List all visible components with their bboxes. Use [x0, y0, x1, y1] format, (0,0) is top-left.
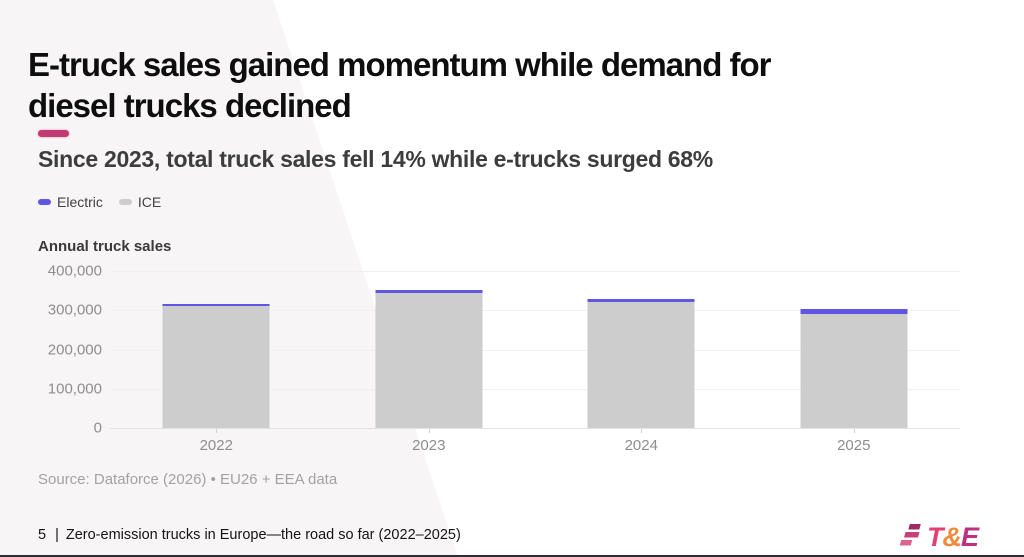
x-axis-column-2023: 2023 [323, 429, 536, 459]
bar-column-2025 [748, 271, 961, 428]
bar-2022-electric [162, 304, 270, 307]
bar-2023-electric [375, 289, 483, 293]
electric-swatch-icon [38, 199, 51, 205]
x-axis-column-2022: 2022 [110, 429, 323, 459]
x-axis-tick [428, 429, 430, 433]
x-axis-tick [641, 429, 643, 433]
chart-axis-title: Annual truck sales [38, 238, 172, 255]
x-axis-tick [853, 429, 855, 433]
x-axis-column-2024: 2024 [535, 429, 748, 459]
gridline [110, 310, 960, 312]
bar-2023-ice [375, 292, 483, 428]
bar-column-2022 [110, 271, 323, 428]
legend-item-electric: Electric [38, 194, 103, 210]
gridline [110, 271, 960, 272]
bar-column-2024 [535, 271, 748, 428]
x-axis-label-2024: 2024 [624, 437, 658, 454]
logo-letter-t: T [927, 522, 946, 550]
legend-label-ice: ICE [137, 194, 162, 210]
bar-2022 [162, 304, 270, 428]
x-axis-column-2025: 2025 [748, 429, 961, 459]
x-axis-label-2023: 2023 [412, 437, 446, 454]
gridline [110, 388, 960, 390]
x-axis-label-2022: 2022 [199, 437, 233, 454]
gridline [110, 349, 960, 351]
bar-2022-ice [162, 306, 270, 428]
legend-item-ice: ICE [118, 194, 162, 210]
y-axis-label: 100,000 [47, 380, 102, 398]
chart-subtitle: Since 2023, total truck sales fell 14% w… [38, 146, 713, 172]
logo-letter-e: E [961, 522, 980, 550]
logo-amp: & [943, 522, 962, 550]
plot-area [110, 271, 961, 429]
page-title-line1: E-truck sales gained momentum while dema… [28, 46, 772, 84]
accent-dash [38, 130, 69, 137]
legend-label-electric: Electric [57, 194, 103, 210]
y-axis: 400,000 300,000 200,000 100,000 0 [24, 263, 102, 437]
footer-text: Zero-emission trucks in Europe—the road … [65, 527, 461, 543]
te-logo-graphic: T&E [899, 522, 981, 550]
bar-2024 [587, 298, 695, 428]
bar-2023 [375, 289, 483, 428]
source-note: Source: Dataforce (2026) • EU26 + EEA da… [38, 471, 338, 488]
bar-column-2023 [323, 271, 536, 428]
bar-2025-ice [800, 314, 908, 428]
bar-2024-ice [587, 302, 695, 428]
page-number: 5 [38, 527, 47, 543]
bar-2025 [800, 309, 908, 428]
footer: 5 | Zero-emission trucks in Europe—the r… [38, 527, 461, 543]
bar-2025-electric [800, 309, 908, 315]
y-axis-label: 0 [93, 419, 102, 437]
chart-legend: Electric ICE [38, 194, 161, 210]
x-axis: 2022 2023 2024 2025 [110, 429, 960, 459]
ice-swatch-icon [118, 199, 132, 205]
y-axis-label: 400,000 [47, 262, 102, 280]
page-title-line2: diesel trucks declined [28, 87, 352, 125]
y-axis-label: 200,000 [47, 341, 102, 358]
footer-separator: | [55, 527, 59, 543]
bar-2024-electric [587, 298, 695, 303]
y-axis-label: 300,000 [47, 301, 102, 319]
te-logo: T&E [897, 520, 989, 550]
x-axis-tick [216, 429, 218, 433]
x-axis-label-2025: 2025 [837, 437, 871, 454]
svg-text:T&E: T&E [927, 522, 980, 550]
logo-speedlines-icon [899, 524, 921, 546]
gridline [110, 428, 960, 429]
page-title: E-truck sales gained momentum while dema… [28, 44, 912, 126]
